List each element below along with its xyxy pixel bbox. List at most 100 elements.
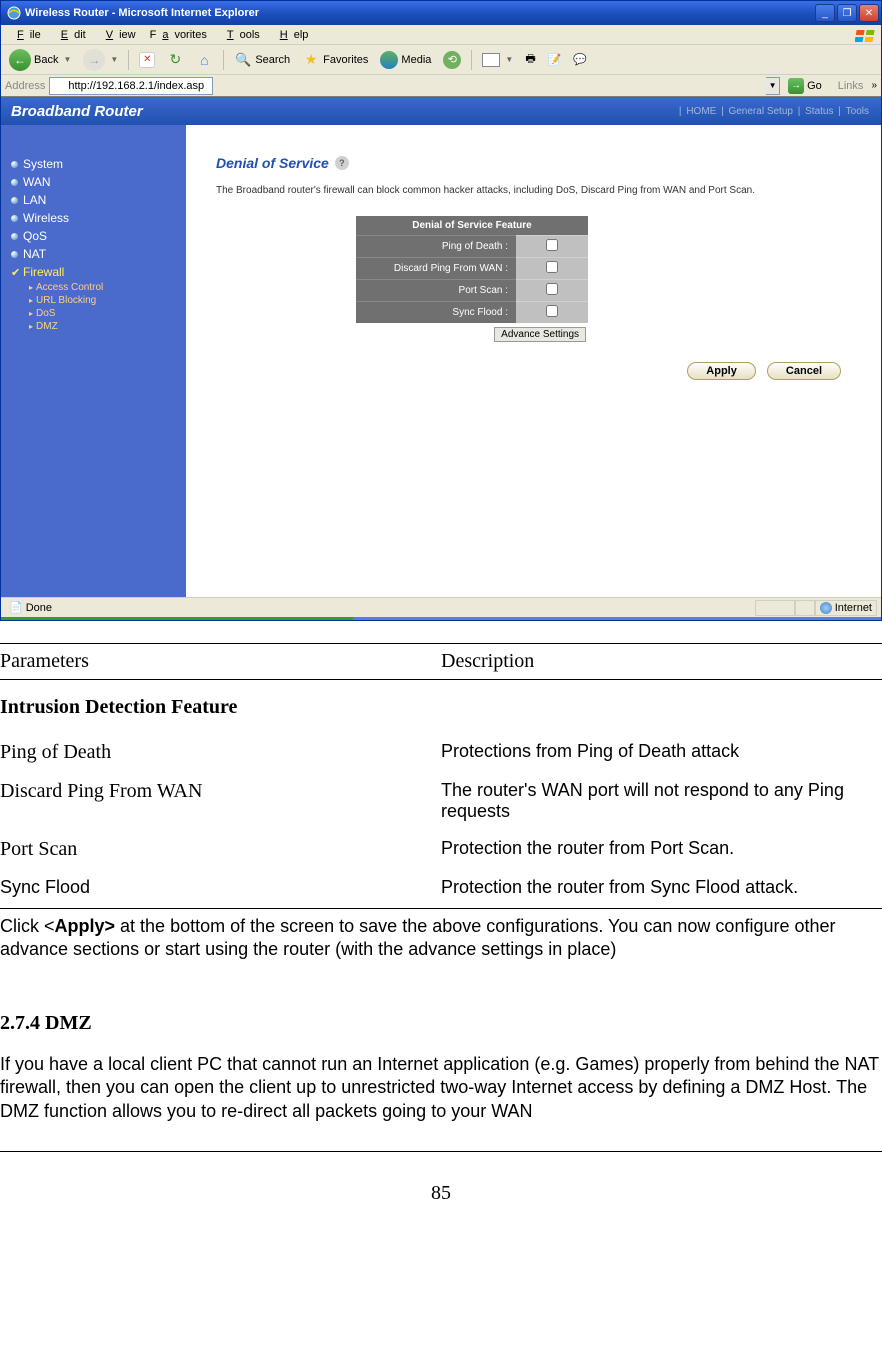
discard-ping-checkbox[interactable]	[546, 261, 558, 273]
media-button[interactable]: Media	[376, 49, 435, 71]
sidebar-sub-access-control[interactable]: Access Control	[29, 281, 186, 294]
content-area: Denial of Service ? The Broadband router…	[186, 125, 881, 597]
section-description: The Broadband router's firewall can bloc…	[216, 185, 861, 196]
menu-view[interactable]: View	[94, 27, 142, 43]
mail-button[interactable]: ▼	[478, 51, 517, 69]
address-bar: Address 📄 ▼ →Go Links »	[1, 75, 881, 97]
row-discard-ping-label: Discard Ping From WAN :	[356, 258, 516, 280]
history-icon: ⟲	[443, 51, 461, 69]
sidebar-item-wan[interactable]: WAN	[11, 173, 186, 191]
address-dropdown[interactable]: ▼	[766, 77, 780, 95]
messenger-icon: 💬	[573, 53, 587, 66]
row-port-scan-label: Port Scan :	[356, 280, 516, 302]
status-done: 📄Done	[5, 600, 56, 616]
doc-header-parameters: Parameters	[0, 650, 441, 673]
page-number: 85	[0, 1152, 882, 1215]
table-header: Denial of Service Feature	[356, 216, 588, 236]
titlebar: Wireless Router - Microsoft Internet Exp…	[1, 1, 881, 25]
doc-apply-note: Click <Apply> at the bottom of the scree…	[0, 911, 882, 962]
doc-dmz-heading: 2.7.4 DMZ	[0, 962, 882, 1049]
minimize-button[interactable]: _	[815, 4, 835, 22]
sidebar: System WAN LAN Wireless QoS NAT ✔Firewal…	[1, 125, 186, 597]
sidebar-item-wireless[interactable]: Wireless	[11, 209, 186, 227]
menu-tools[interactable]: Tools	[215, 27, 266, 43]
media-icon	[380, 51, 398, 69]
doc-desc-port-scan: Protection the router from Port Scan.	[441, 838, 882, 859]
favorites-button[interactable]: ★Favorites	[298, 49, 372, 71]
router-header: Broadband Router | HOME | General Setup …	[1, 97, 881, 125]
address-input[interactable]	[49, 77, 213, 95]
sidebar-item-qos[interactable]: QoS	[11, 227, 186, 245]
doc-desc-sync-flood: Protection the router from Sync Flood at…	[441, 877, 882, 898]
top-nav: | HOME | General Setup | Status | Tools	[679, 106, 871, 117]
doc-param-discard-ping: Discard Ping From WAN	[0, 780, 441, 803]
links-label[interactable]: Links	[834, 80, 868, 92]
menu-edit[interactable]: Edit	[49, 27, 92, 43]
home-button[interactable]: ⌂	[191, 49, 217, 71]
sidebar-sub-dmz[interactable]: DMZ	[29, 320, 186, 333]
toolbar: ←Back▼ →▼ ✕ ↻ ⌂ 🔍Search ★Favorites Media…	[1, 45, 881, 75]
port-scan-checkbox[interactable]	[546, 283, 558, 295]
doc-section-heading: Intrusion Detection Feature	[0, 682, 882, 733]
doc-param-sync-flood: Sync Flood	[0, 877, 441, 898]
nav-general-setup[interactable]: General Setup	[726, 106, 795, 117]
sidebar-sub-url-blocking[interactable]: URL Blocking	[29, 294, 186, 307]
doc-desc-discard-ping: The router's WAN port will not respond t…	[441, 780, 882, 822]
sidebar-item-lan[interactable]: LAN	[11, 191, 186, 209]
sidebar-item-nat[interactable]: NAT	[11, 245, 186, 263]
refresh-button[interactable]: ↻	[163, 50, 187, 70]
status-zone: Internet	[815, 600, 877, 616]
sidebar-item-firewall[interactable]: ✔Firewall	[11, 263, 186, 281]
print-button[interactable]: 🖶	[521, 48, 539, 71]
nav-tools[interactable]: Tools	[844, 106, 871, 117]
brand-title: Broadband Router	[11, 103, 143, 120]
apply-button[interactable]: Apply	[687, 362, 756, 380]
search-button[interactable]: 🔍Search	[230, 49, 294, 71]
messenger-button[interactable]: 💬	[569, 51, 591, 68]
favorites-icon: ★	[302, 51, 320, 69]
sidebar-item-system[interactable]: System	[11, 155, 186, 173]
forward-button[interactable]: →▼	[79, 47, 122, 73]
print-icon: 🖶	[525, 50, 535, 69]
done-icon: 📄	[9, 601, 23, 614]
help-icon[interactable]: ?	[335, 156, 349, 170]
nav-home[interactable]: HOME	[684, 106, 718, 117]
edit-button[interactable]: 📝	[544, 51, 566, 68]
sidebar-sub-dos[interactable]: DoS	[29, 307, 186, 320]
cancel-button[interactable]: Cancel	[767, 362, 841, 380]
menu-file[interactable]: File	[5, 27, 47, 43]
menu-help[interactable]: Help	[268, 27, 315, 43]
menubar: File Edit View Favorites Tools Help	[1, 25, 881, 45]
home-icon: ⌂	[195, 51, 213, 69]
doc-header-description: Description	[441, 650, 882, 673]
ping-death-checkbox[interactable]	[546, 239, 558, 251]
maximize-button[interactable]: ❐	[837, 4, 857, 22]
nav-status[interactable]: Status	[803, 106, 835, 117]
back-button[interactable]: ←Back▼	[5, 47, 75, 73]
stop-button[interactable]: ✕	[135, 50, 159, 70]
refresh-icon: ↻	[167, 52, 183, 68]
links-chevron[interactable]: »	[871, 80, 877, 91]
statusbar: 📄Done Internet	[1, 597, 881, 617]
xp-logo-icon	[849, 26, 877, 44]
row-sync-flood-label: Sync Flood :	[356, 302, 516, 324]
mail-icon	[482, 53, 500, 67]
go-button[interactable]: →Go	[784, 78, 826, 94]
advance-settings-button[interactable]: Advance Settings	[494, 327, 586, 342]
doc-param-ping-death: Ping of Death	[0, 741, 441, 764]
doc-dmz-text: If you have a local client PC that canno…	[0, 1049, 882, 1127]
doc-desc-ping-death: Protections from Ping of Death attack	[441, 741, 882, 762]
history-button[interactable]: ⟲	[439, 49, 465, 71]
search-icon: 🔍	[234, 51, 252, 69]
close-button[interactable]: ✕	[859, 4, 879, 22]
dos-feature-table: Denial of Service Feature Ping of Death …	[356, 216, 588, 342]
address-label: Address	[5, 80, 45, 92]
menu-favorites[interactable]: Favorites	[144, 27, 213, 43]
sync-flood-checkbox[interactable]	[546, 305, 558, 317]
ie-icon	[7, 6, 21, 20]
window-title: Wireless Router - Microsoft Internet Exp…	[25, 7, 815, 19]
go-icon: →	[788, 78, 804, 94]
section-title: Denial of Service ?	[216, 155, 861, 171]
stop-icon: ✕	[139, 52, 155, 68]
edit-icon: 📝	[548, 53, 562, 66]
